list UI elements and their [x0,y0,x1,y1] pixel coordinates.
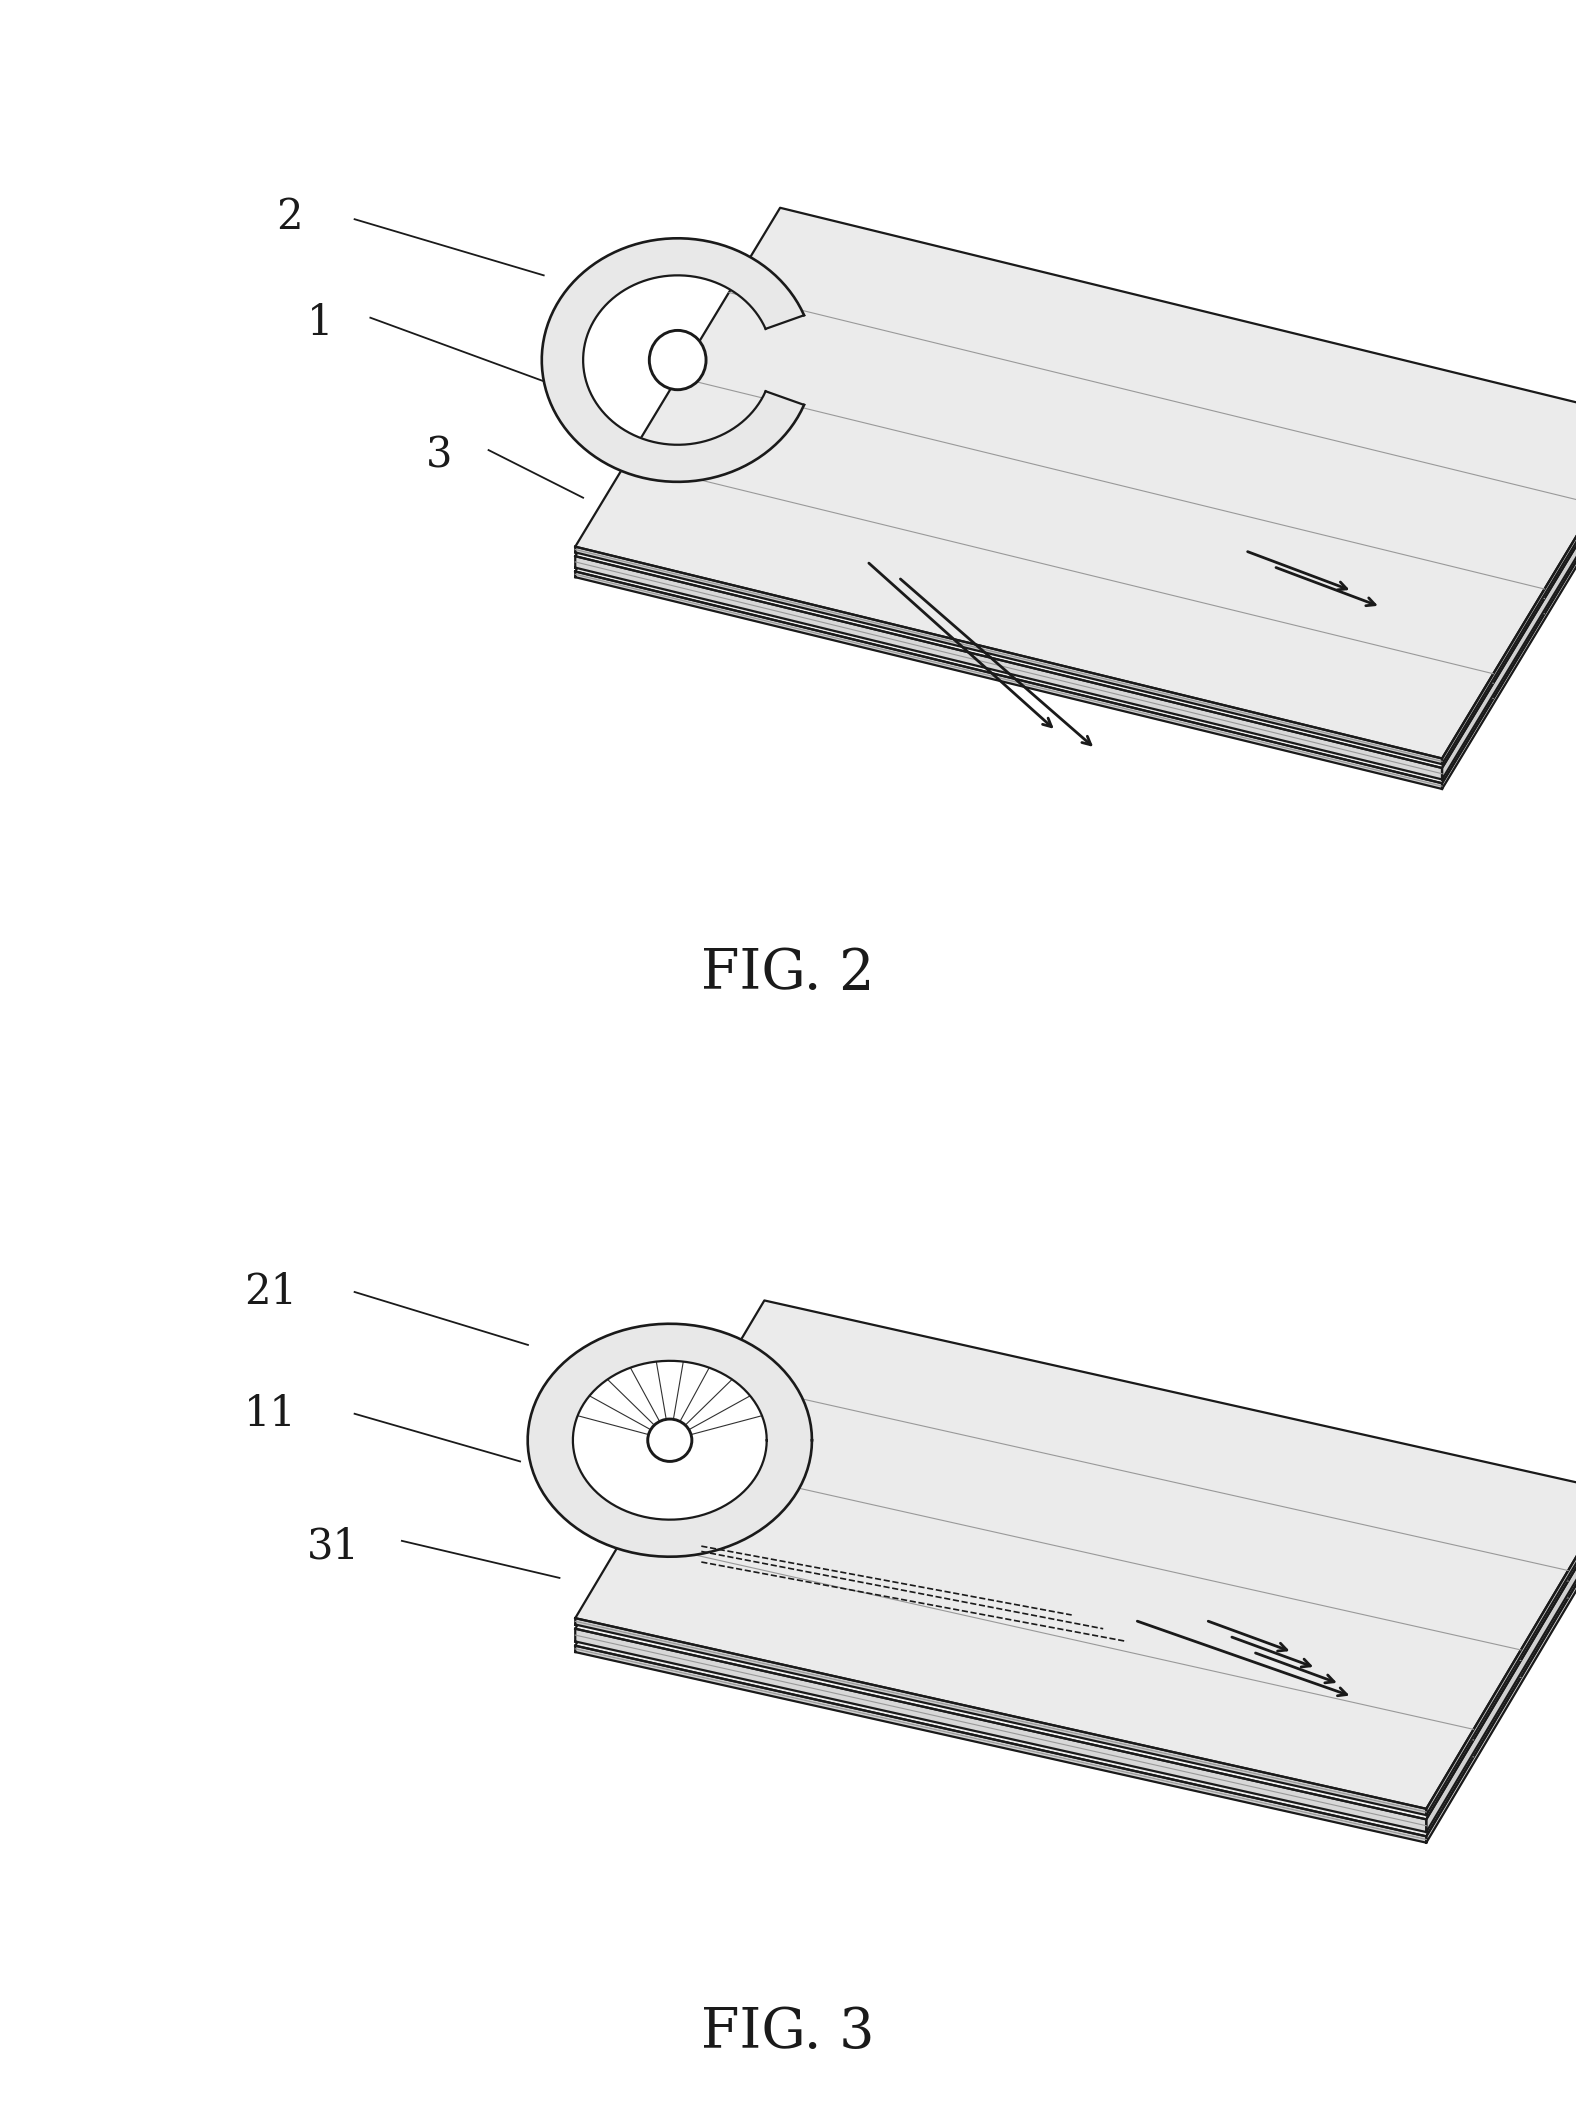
Polygon shape [575,208,1576,758]
Polygon shape [1442,430,1576,779]
Polygon shape [575,1300,1576,1809]
Polygon shape [575,1311,1576,1819]
Polygon shape [575,1646,1426,1843]
Text: 1: 1 [307,303,334,343]
Polygon shape [575,572,1442,788]
Polygon shape [575,557,1442,779]
Polygon shape [575,1328,1576,1836]
Text: FIG. 2: FIG. 2 [701,947,875,1002]
Text: 31: 31 [307,1525,361,1567]
Text: FIG. 3: FIG. 3 [701,2006,875,2059]
Polygon shape [1426,1502,1576,1832]
Ellipse shape [648,1419,692,1461]
Polygon shape [1426,1491,1576,1815]
Polygon shape [1442,445,1576,788]
Ellipse shape [649,330,706,390]
Polygon shape [575,1629,1426,1832]
Polygon shape [542,239,804,481]
Text: 11: 11 [244,1394,296,1434]
Polygon shape [574,1362,766,1519]
Polygon shape [1442,419,1576,765]
Polygon shape [575,1618,1426,1815]
Polygon shape [528,1324,812,1557]
Polygon shape [575,546,1442,765]
Text: 2: 2 [276,197,303,237]
Text: 3: 3 [426,434,452,477]
Text: 21: 21 [244,1271,298,1313]
Polygon shape [1426,1519,1576,1843]
Polygon shape [575,233,1576,784]
Polygon shape [575,218,1576,769]
